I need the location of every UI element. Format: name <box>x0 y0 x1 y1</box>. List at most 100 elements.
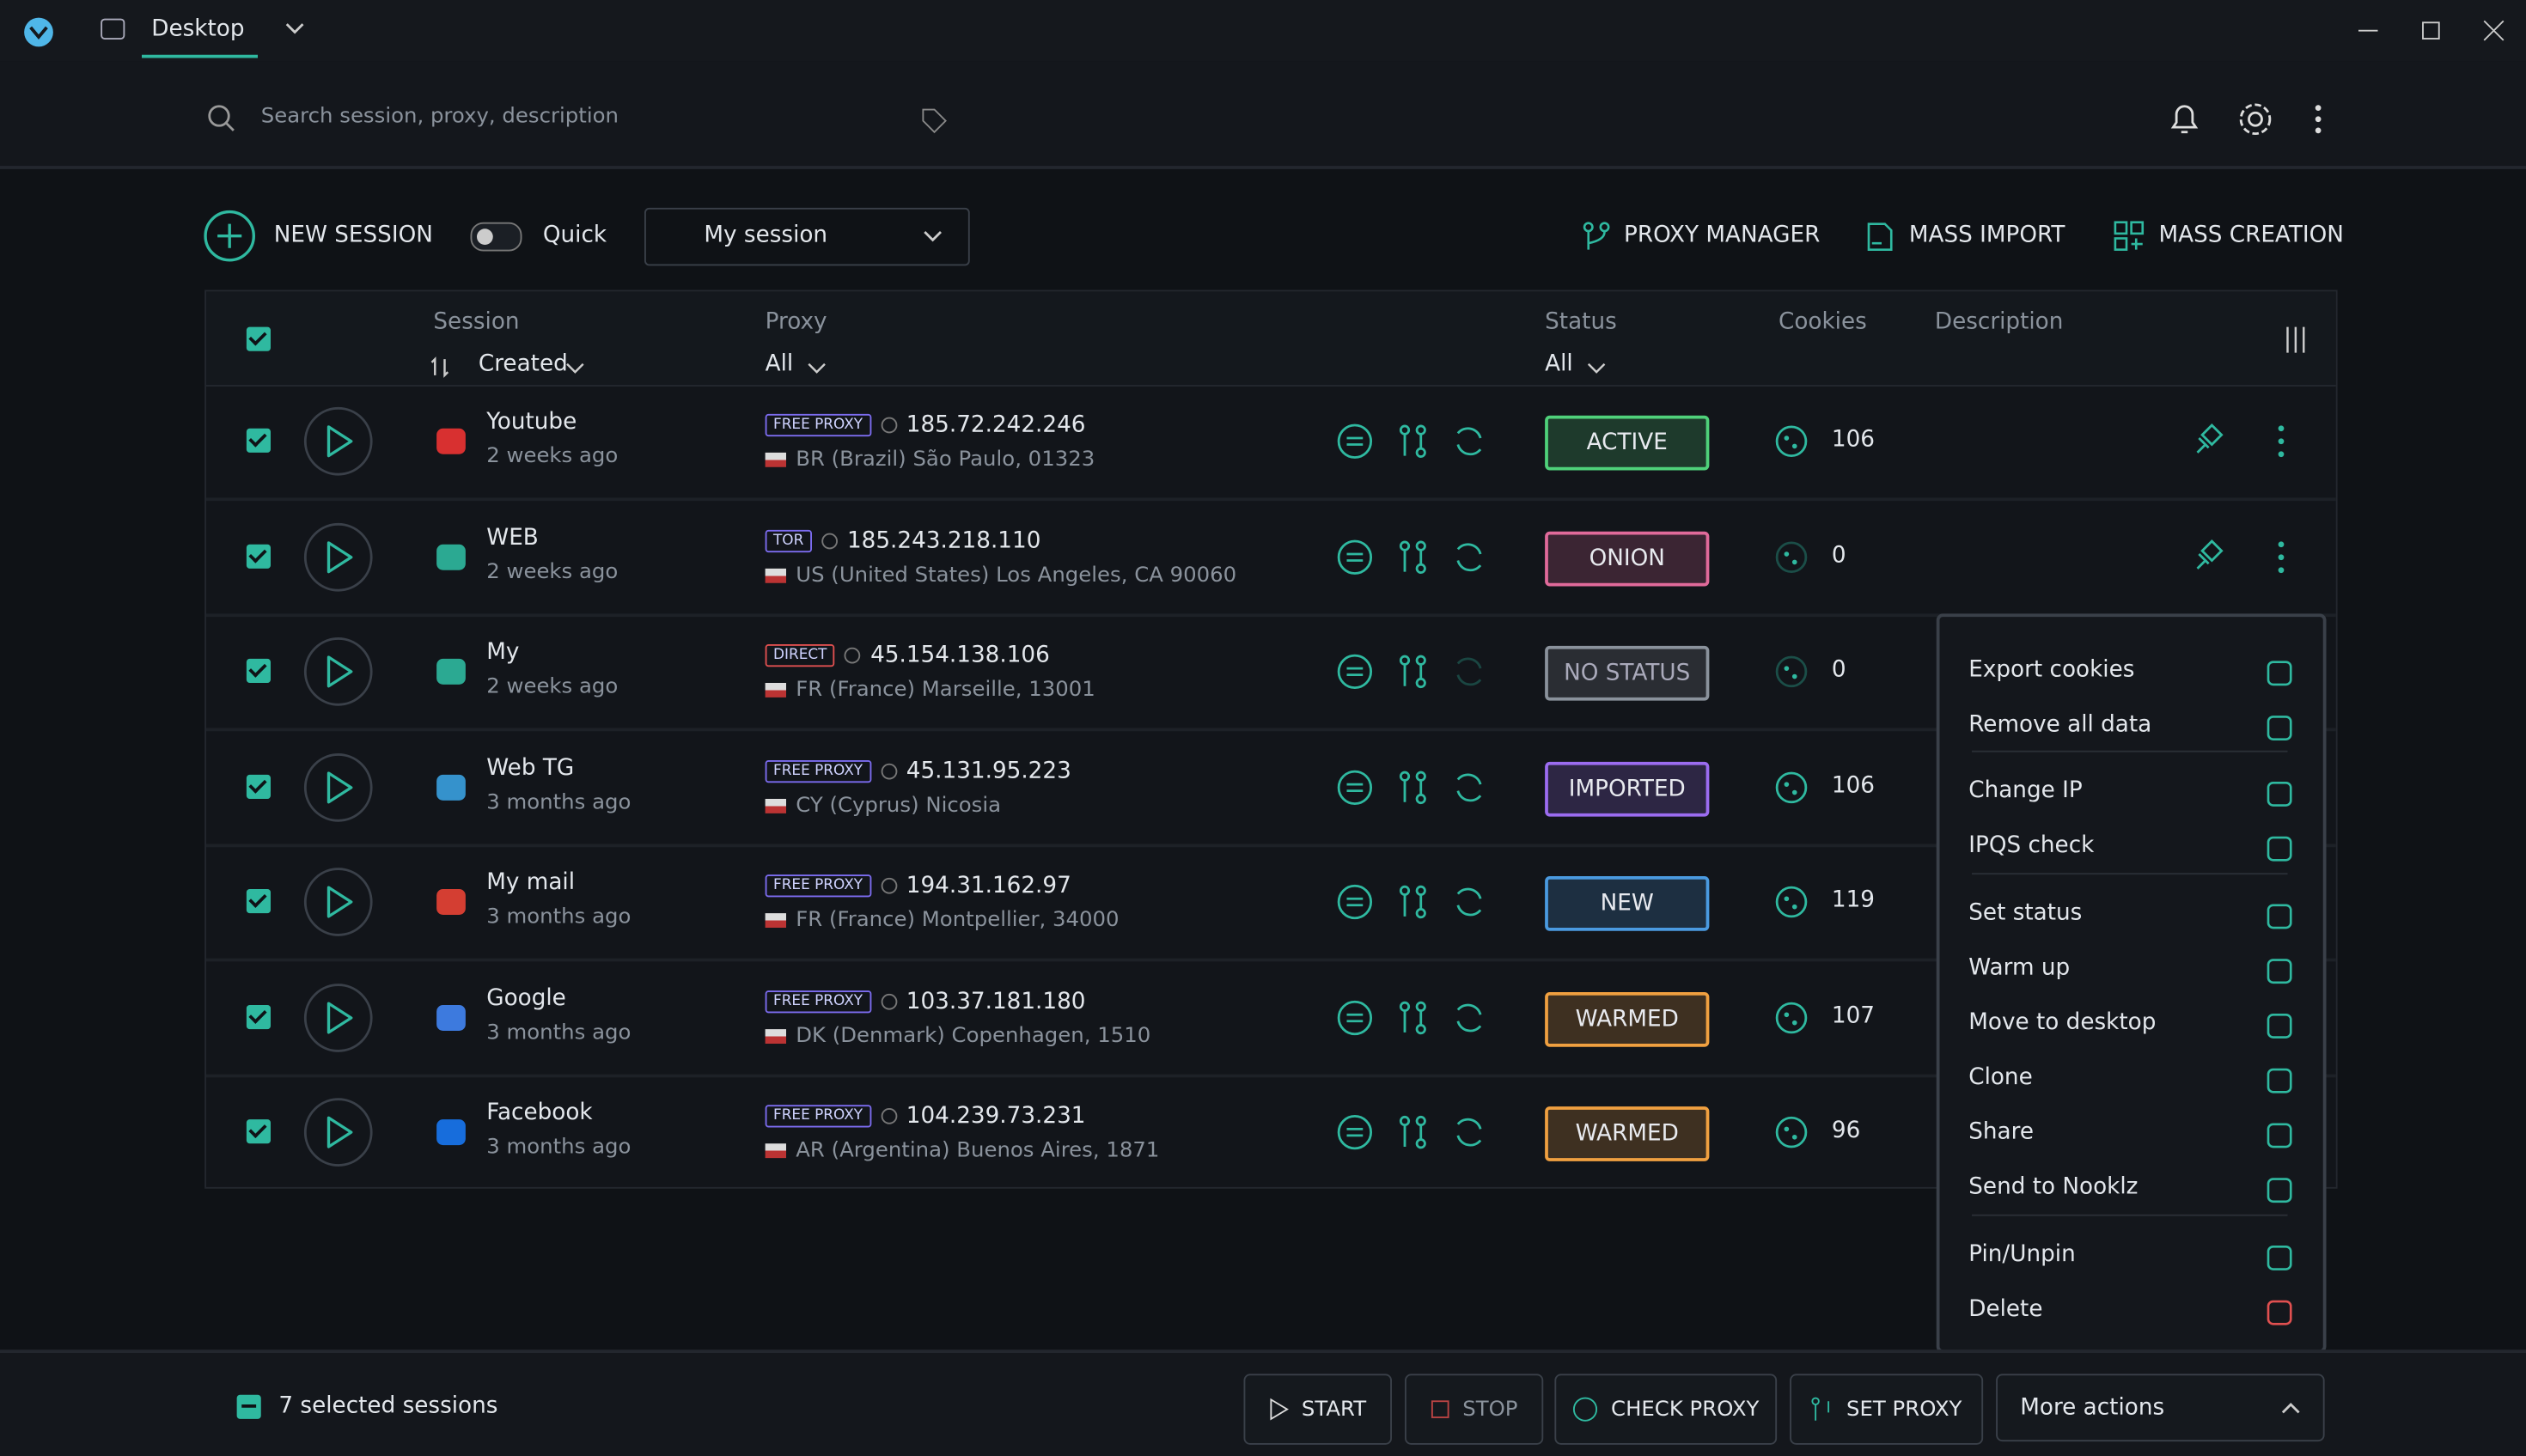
search-bar <box>0 61 2526 169</box>
session-created: 3 months ago <box>486 1135 632 1160</box>
menu-item[interactable]: Clone <box>1940 1057 2317 1105</box>
mass-creation[interactable]: MASS CREATION <box>2158 222 2344 248</box>
status-filter[interactable]: All <box>1545 350 1573 377</box>
row-actions[interactable] <box>1337 999 1492 1035</box>
menu-item-icon <box>2265 714 2294 743</box>
menu-item[interactable]: IPQS check <box>1940 825 2317 873</box>
play-button[interactable] <box>303 867 375 938</box>
row-actions[interactable] <box>1337 884 1492 920</box>
proxy-location: CY (Cyprus) Nicosia <box>765 793 1001 818</box>
menu-item[interactable]: Move to desktop <box>1940 1002 2317 1050</box>
session-icon <box>435 886 467 918</box>
check-proxy-button[interactable]: CHECK PROXY <box>1554 1374 1778 1445</box>
menu-item[interactable]: Share <box>1940 1112 2317 1160</box>
more-actions[interactable]: More actions <box>1996 1374 2325 1442</box>
status-badge[interactable]: WARMED <box>1545 991 1710 1046</box>
row-checkbox[interactable] <box>246 1119 271 1144</box>
session-name: My mail <box>486 869 576 896</box>
row-checkbox[interactable] <box>246 543 271 568</box>
row-pin-more[interactable] <box>2191 423 2288 459</box>
mass-import[interactable]: MASS IMPORT <box>1908 222 2065 248</box>
set-proxy-button[interactable]: SET PROXY <box>1790 1374 1984 1445</box>
location-text: FR (France) Montpellier, 34000 <box>796 908 1120 933</box>
desktop-dropdown[interactable] <box>285 22 305 35</box>
status-badge[interactable]: ONION <box>1545 530 1710 586</box>
play-button[interactable] <box>303 982 375 1053</box>
search-input[interactable]: Search session, proxy, description <box>260 104 619 129</box>
row-actions[interactable] <box>1337 1114 1492 1150</box>
play-button[interactable] <box>303 521 375 593</box>
row-checkbox[interactable] <box>246 658 271 683</box>
tab-underline <box>142 54 258 58</box>
menu-item-label: IPQS check <box>1968 832 2095 859</box>
proxy-manager[interactable]: PROXY MANAGER <box>1624 222 1821 248</box>
proxy-line: FREE PROXY 185.72.242.246 <box>765 412 1086 438</box>
flag <box>765 913 786 928</box>
start-button[interactable]: START <box>1243 1374 1392 1445</box>
window-controls[interactable] <box>2355 16 2510 46</box>
select-all[interactable] <box>246 326 271 351</box>
session-select[interactable]: My session <box>644 207 970 266</box>
menu-item[interactable]: Delete <box>1940 1288 2317 1337</box>
header-icons[interactable] <box>2165 100 2342 138</box>
quick-toggle[interactable] <box>470 222 522 252</box>
menu-item-label: Warm up <box>1968 954 2071 981</box>
row-checkbox[interactable] <box>246 889 271 914</box>
session-icon <box>435 1116 467 1148</box>
row-checkbox[interactable] <box>246 773 271 799</box>
session-select-value: My session <box>704 222 828 248</box>
new-session-icon[interactable] <box>203 210 256 263</box>
play-button[interactable] <box>303 637 375 708</box>
proxy-location: DK (Denmark) Copenhagen, 1510 <box>765 1024 1150 1048</box>
proxy-line: FREE PROXY 45.131.95.223 <box>765 758 1071 783</box>
session-created: 3 months ago <box>486 789 632 814</box>
cookie-count: 0 <box>1831 541 1846 568</box>
row-actions[interactable] <box>1337 423 1492 459</box>
status-badge[interactable]: NEW <box>1545 876 1710 931</box>
row-pin-more[interactable] <box>2191 539 2288 574</box>
status-badge[interactable]: NO STATUS <box>1545 645 1710 701</box>
flag <box>765 683 786 698</box>
row-checkbox[interactable] <box>246 1004 271 1029</box>
cookie-count: 107 <box>1831 1002 1876 1029</box>
proxy-ip: 185.243.218.110 <box>846 527 1041 554</box>
row-checkbox[interactable] <box>246 428 271 453</box>
play-button[interactable] <box>303 406 375 478</box>
status-badge[interactable]: IMPORTED <box>1545 760 1710 816</box>
new-session[interactable]: NEW SESSION <box>273 222 433 248</box>
menu-item[interactable]: Pin/Unpin <box>1940 1234 2317 1282</box>
status-badge[interactable]: ACTIVE <box>1545 415 1710 471</box>
cookie-count: 0 <box>1831 657 1846 683</box>
play-button[interactable] <box>303 752 375 823</box>
start-label: START <box>1301 1397 1367 1422</box>
desktop-name[interactable]: Desktop <box>151 15 245 42</box>
stop-button[interactable]: STOP <box>1405 1374 1544 1445</box>
row-actions[interactable] <box>1337 654 1492 690</box>
cookie-icon <box>1775 1116 1808 1148</box>
search-icon <box>208 105 235 131</box>
session-name: Web TG <box>486 754 575 781</box>
session-icon <box>435 655 467 688</box>
sort-created[interactable]: Created <box>478 350 568 377</box>
proxy-filter[interactable]: All <box>765 350 794 377</box>
row-actions[interactable] <box>1337 769 1492 805</box>
session-created: 2 weeks ago <box>486 674 619 699</box>
location-text: AR (Argentina) Buenos Aires, 1871 <box>796 1138 1160 1163</box>
tag-icon[interactable] <box>920 107 949 134</box>
proxy-line: TOR 185.243.218.110 <box>765 527 1041 554</box>
status-badge[interactable]: WARMED <box>1545 1106 1710 1161</box>
menu-item[interactable]: Warm up <box>1940 947 2317 996</box>
cookie-count: 106 <box>1831 426 1876 453</box>
menu-item[interactable]: Export cookies <box>1940 649 2317 698</box>
context-menu: Export cookies Remove all data Change IP IP… <box>1936 613 2327 1353</box>
selection-indicator[interactable] <box>236 1394 261 1419</box>
session-name: My <box>486 639 520 666</box>
flag <box>765 452 786 467</box>
proxy-ip: 104.239.73.231 <box>906 1103 1086 1130</box>
play-button[interactable] <box>303 1097 375 1168</box>
menu-item[interactable]: Send to Nooklz <box>1940 1167 2317 1215</box>
menu-item[interactable]: Remove all data <box>1940 704 2317 752</box>
menu-item[interactable]: Change IP <box>1940 770 2317 818</box>
menu-item[interactable]: Set status <box>1940 892 2317 941</box>
row-actions[interactable] <box>1337 539 1492 574</box>
